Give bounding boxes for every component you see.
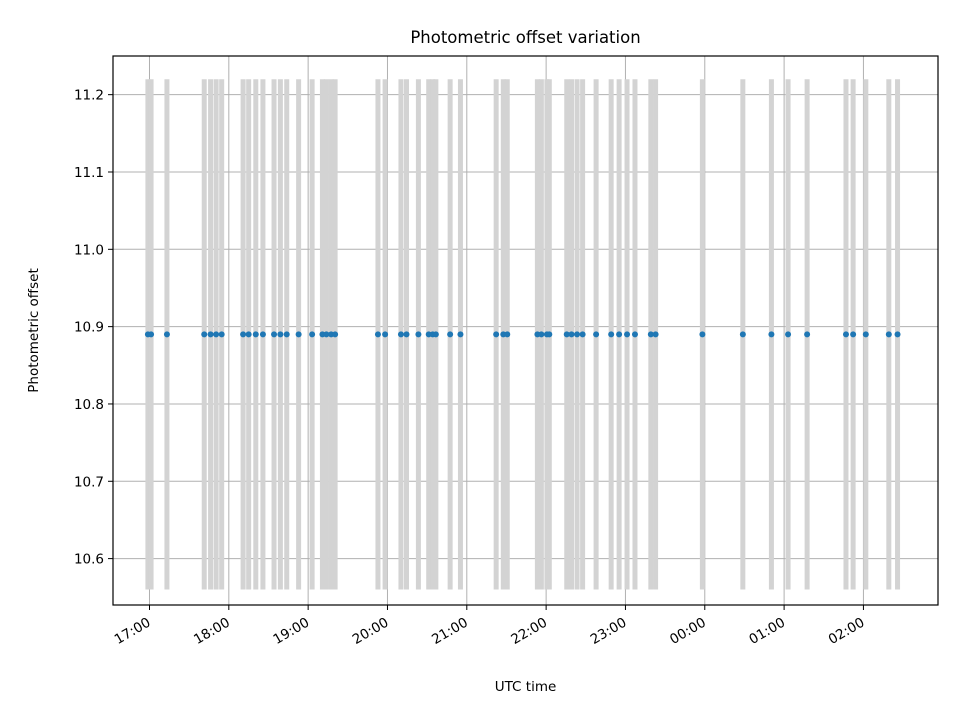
data-point — [447, 331, 454, 338]
y-tick-label: 11.2 — [74, 88, 104, 104]
data-point — [403, 331, 410, 338]
data-point — [245, 331, 252, 338]
plot-area-frame — [112, 55, 939, 606]
data-point — [593, 331, 600, 338]
data-point — [563, 331, 570, 338]
data-point — [568, 331, 575, 338]
data-point — [148, 331, 155, 338]
data-point — [504, 331, 511, 338]
data-point — [652, 331, 659, 338]
data-point — [608, 331, 615, 338]
data-point — [894, 331, 901, 338]
x-axis-label: UTC time — [495, 679, 557, 695]
data-point — [415, 331, 422, 338]
data-point — [201, 331, 208, 338]
data-point — [842, 331, 849, 338]
data-point — [259, 331, 266, 338]
y-tick-label: 10.7 — [74, 474, 104, 490]
data-point — [397, 331, 404, 338]
data-point — [647, 331, 654, 338]
data-point — [785, 331, 792, 338]
data-point — [432, 331, 439, 338]
y-tick-label: 10.6 — [74, 552, 104, 568]
data-point — [616, 331, 623, 338]
data-point — [295, 331, 302, 338]
data-point — [699, 331, 706, 338]
data-point — [207, 331, 214, 338]
data-point — [493, 331, 500, 338]
data-point — [374, 331, 381, 338]
data-point — [213, 331, 220, 338]
y-axis-ticks: 10.6 10.7 10.8 10.9 11.0 11.1 11.2 — [74, 88, 113, 568]
data-point — [768, 331, 775, 338]
data-point — [862, 331, 869, 338]
data-point — [850, 331, 857, 338]
data-point — [218, 331, 225, 338]
y-axis-label: Photometric offset — [26, 268, 42, 392]
data-point — [332, 331, 339, 338]
data-point — [309, 331, 316, 338]
data-point — [457, 331, 464, 338]
data-point — [804, 331, 811, 338]
data-point — [538, 331, 545, 338]
data-point — [631, 331, 638, 338]
chart-title: Photometric offset variation — [410, 28, 640, 47]
data-point — [624, 331, 631, 338]
data-point — [885, 331, 892, 338]
y-tick-label: 11.1 — [74, 165, 104, 181]
y-tick-label: 10.8 — [74, 397, 104, 413]
data-point — [240, 331, 247, 338]
data-points — [144, 331, 901, 338]
data-point — [271, 331, 278, 338]
data-point — [323, 331, 330, 338]
data-point — [579, 331, 586, 338]
data-point — [546, 331, 553, 338]
data-point — [252, 331, 259, 338]
y-tick-label: 10.9 — [74, 320, 104, 336]
data-point — [382, 331, 389, 338]
y-tick-label: 11.0 — [74, 242, 104, 258]
data-point — [574, 331, 581, 338]
data-point — [277, 331, 284, 338]
data-point — [739, 331, 746, 338]
data-point — [163, 331, 170, 338]
data-point — [283, 331, 290, 338]
